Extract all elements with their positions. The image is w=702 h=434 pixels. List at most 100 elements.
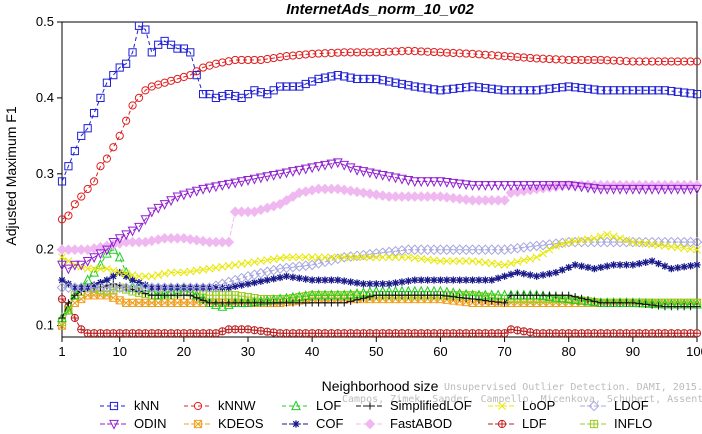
data-point-cof	[225, 284, 233, 292]
data-point-ldof	[306, 259, 318, 271]
data-point-odin	[550, 181, 561, 191]
data-point-knn	[436, 86, 445, 95]
data-point-simplifiedlof	[533, 291, 541, 299]
data-point-odin	[172, 192, 183, 203]
data-point-odin	[198, 184, 209, 195]
data-point-loop	[102, 264, 111, 273]
data-point-knnw	[545, 54, 554, 64]
data-point-simplifiedlof	[481, 296, 489, 305]
data-point-knn	[122, 59, 131, 68]
data-point-lof	[339, 289, 350, 300]
data-point-knn	[314, 74, 323, 84]
data-point-cof	[340, 277, 348, 285]
data-point-odin	[108, 238, 119, 248]
data-point-loop	[365, 253, 374, 262]
data-point-cof	[321, 276, 329, 284]
data-point-knnw	[96, 162, 105, 171]
data-point-lof	[576, 294, 587, 305]
data-point-simplifiedlof	[64, 299, 73, 307]
data-point-knnw	[237, 55, 246, 65]
data-point-loop	[263, 256, 272, 265]
data-point-odin	[634, 184, 645, 195]
data-point-simplifiedlof	[231, 299, 239, 307]
data-point-loop	[500, 260, 509, 269]
data-point-odin	[647, 184, 658, 195]
data-point-knnw	[506, 52, 516, 61]
data-point-loop	[128, 271, 137, 279]
data-point-simplifiedlof	[693, 303, 701, 311]
data-point-cof	[64, 280, 73, 288]
data-point-odin	[281, 168, 292, 179]
data-point-cof	[500, 272, 509, 280]
data-point-loop	[468, 257, 477, 266]
data-point-cof	[533, 272, 541, 280]
data-point-ldof	[242, 270, 254, 282]
data-point-simplifiedlof	[321, 299, 329, 307]
data-point-loop	[58, 253, 66, 262]
y-tick-label: 0.2	[36, 242, 54, 257]
data-point-simplifiedlof	[404, 291, 412, 299]
data-point-knnw	[628, 57, 637, 66]
data-point-knn	[102, 78, 111, 87]
data-point-ldof	[210, 280, 222, 292]
data-point-knn	[564, 82, 573, 91]
data-point-odin	[448, 178, 459, 189]
data-point-odin	[685, 184, 696, 195]
data-point-cof	[71, 284, 79, 292]
data-point-ldf	[77, 325, 86, 334]
data-point-simplifiedlof	[513, 291, 522, 299]
data-point-odin	[191, 186, 202, 197]
data-point-loop	[391, 253, 400, 262]
data-point-knnw	[128, 101, 137, 110]
data-point-simplifiedlof	[674, 303, 682, 311]
legend-item-knnw: kNNW	[184, 398, 256, 413]
data-point-knnw	[538, 54, 548, 63]
data-point-odin	[178, 190, 189, 201]
data-point-fastabod	[454, 193, 465, 205]
legend-label: FastABOD	[390, 416, 452, 431]
data-point-knnw	[410, 47, 419, 56]
data-point-knnw	[494, 51, 503, 60]
data-point-simplifiedlof	[526, 291, 534, 299]
data-point-odin	[615, 184, 625, 195]
data-point-knn	[551, 83, 560, 93]
series-simplifiedlof	[58, 280, 701, 322]
data-point-loop	[462, 257, 471, 266]
data-point-knnw	[263, 54, 272, 64]
data-point-knn	[378, 76, 387, 85]
data-point-odin	[409, 177, 420, 188]
data-point-odin	[474, 181, 484, 191]
data-point-loop	[590, 234, 599, 243]
data-point-knn	[449, 84, 458, 93]
series-ldof	[56, 236, 702, 293]
data-point-loop	[680, 244, 689, 253]
data-point-fastabod	[184, 233, 196, 245]
data-point-simplifiedlof	[263, 299, 271, 307]
data-point-simplifiedlof	[500, 299, 509, 307]
data-point-simplifiedlof	[475, 296, 483, 304]
data-point-cof	[250, 279, 259, 287]
data-point-knnw	[378, 47, 387, 57]
data-point-odin	[384, 172, 395, 183]
legend-label: kNNW	[218, 398, 256, 413]
data-point-simplifiedlof	[289, 299, 297, 307]
data-point-lof	[326, 289, 337, 300]
data-point-cof	[77, 284, 85, 292]
data-point-knnw	[609, 56, 618, 65]
data-point-lof	[217, 300, 228, 311]
data-point-cof	[122, 272, 130, 280]
data-point-simplifiedlof	[205, 299, 214, 307]
data-point-knnw	[571, 55, 580, 65]
data-point-cof	[693, 261, 701, 269]
data-point-knnw	[397, 47, 407, 56]
data-point-fastabod	[345, 185, 356, 197]
legend-item-ldf: LDF	[488, 416, 547, 431]
data-point-cof	[443, 276, 451, 284]
data-point-odin	[236, 177, 247, 188]
data-point-knnw	[102, 154, 111, 163]
data-point-knn	[494, 85, 503, 94]
data-point-knn	[192, 71, 201, 80]
legend-swatch-marker	[589, 419, 599, 429]
x-tick-label: 60	[433, 344, 447, 359]
data-point-odin	[185, 188, 196, 199]
